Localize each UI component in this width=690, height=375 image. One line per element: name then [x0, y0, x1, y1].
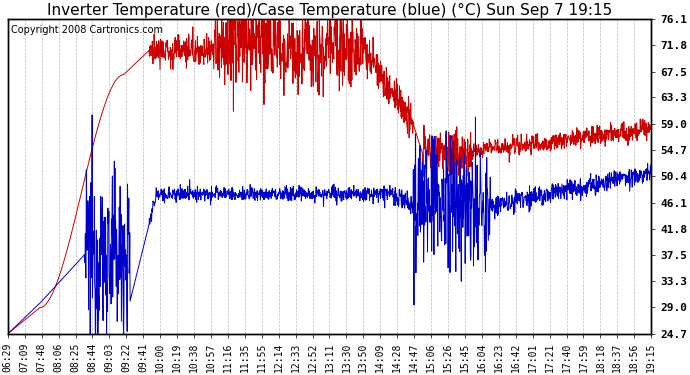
Text: Copyright 2008 Cartronics.com: Copyright 2008 Cartronics.com — [11, 25, 163, 35]
Title: Inverter Temperature (red)/Case Temperature (blue) (°C) Sun Sep 7 19:15: Inverter Temperature (red)/Case Temperat… — [47, 3, 612, 18]
